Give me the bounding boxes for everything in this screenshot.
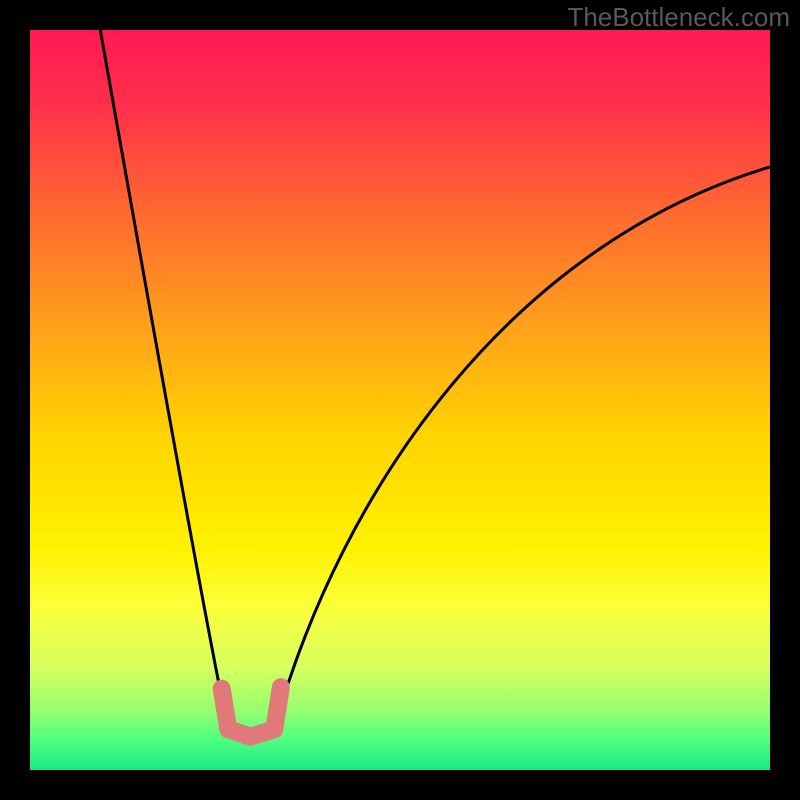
plot-background (30, 30, 770, 770)
canvas: TheBottleneck.com (0, 0, 800, 800)
chart-svg (0, 0, 800, 800)
